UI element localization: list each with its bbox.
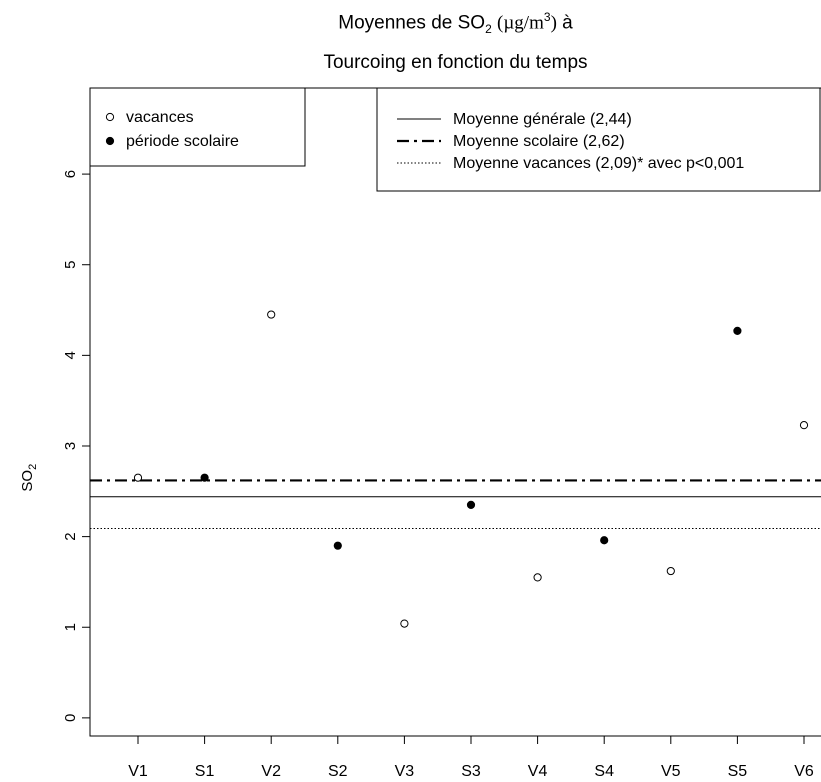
point-periode-scolaire bbox=[333, 541, 342, 550]
y-tick-label: 2 bbox=[62, 532, 79, 540]
legends-layer: vacances période scolaire Moyenne générale… bbox=[89, 87, 821, 192]
legend-marker-open bbox=[105, 112, 115, 122]
point-vacances bbox=[666, 566, 675, 576]
x-tick-label: V4 bbox=[528, 763, 548, 780]
y-tick-label: 3 bbox=[62, 442, 79, 450]
x-tick-label: S3 bbox=[461, 763, 481, 780]
point-vacances bbox=[133, 473, 143, 482]
title-unit-open: (µg/m bbox=[497, 12, 544, 34]
legend-label: Moyenne générale (2,44) bbox=[453, 111, 632, 128]
legend-label: période scolaire bbox=[126, 133, 239, 150]
legend-label: Moyenne vacances (2,09)* avec p<0,001 bbox=[453, 155, 744, 172]
x-tick-label: S2 bbox=[328, 763, 348, 780]
x-tick-label: V6 bbox=[794, 763, 814, 780]
title-unit-close: ) bbox=[550, 12, 557, 34]
legend-box-points bbox=[89, 87, 306, 167]
point-vacances bbox=[267, 310, 276, 319]
y-axis-label-main: SO bbox=[19, 470, 36, 492]
title-prefix: Moyennes de SO bbox=[338, 12, 486, 34]
x-tick-label: V2 bbox=[261, 763, 281, 780]
point-vacances bbox=[799, 421, 809, 430]
chart-title-line-1: Moyennes de SO2 (µg/m3) à bbox=[90, 10, 821, 36]
legend-box-lines bbox=[376, 87, 821, 192]
reference-lines-layer bbox=[90, 479, 821, 529]
chart-title-line-2: Tourcoing en fonction du temps bbox=[323, 52, 588, 73]
y-tick-label: 1 bbox=[62, 623, 79, 631]
legend-label: Moyenne scolaire (2,62) bbox=[453, 133, 625, 150]
x-tick-label: S1 bbox=[195, 763, 215, 780]
point-periode-scolaire bbox=[200, 473, 209, 482]
y-axis-label: SO2 bbox=[19, 464, 39, 492]
x-tick-label: S5 bbox=[728, 763, 748, 780]
y-tick-label: 0 bbox=[62, 714, 79, 722]
point-vacances bbox=[533, 573, 542, 582]
point-periode-scolaire bbox=[466, 500, 476, 509]
point-vacances bbox=[400, 619, 409, 628]
title-subscript: 2 bbox=[485, 22, 492, 37]
legend-marker-filled bbox=[105, 136, 115, 146]
point-periode-scolaire bbox=[600, 536, 609, 545]
x-tick-label: V3 bbox=[395, 763, 415, 780]
point-periode-scolaire bbox=[733, 326, 742, 335]
y-axis-label-subscript: 2 bbox=[27, 464, 39, 470]
x-tick-label: S4 bbox=[594, 763, 614, 780]
title-suffix: à bbox=[562, 12, 573, 34]
y-tick-label: 6 bbox=[62, 170, 79, 178]
points-layer bbox=[133, 310, 809, 628]
y-tick-label: 5 bbox=[62, 261, 79, 269]
legend-label: vacances bbox=[126, 109, 194, 126]
x-tick-label: V1 bbox=[128, 763, 148, 780]
x-tick-label: V5 bbox=[661, 763, 681, 780]
title-superscript: 3 bbox=[543, 10, 551, 24]
y-tick-label: 4 bbox=[62, 351, 79, 359]
